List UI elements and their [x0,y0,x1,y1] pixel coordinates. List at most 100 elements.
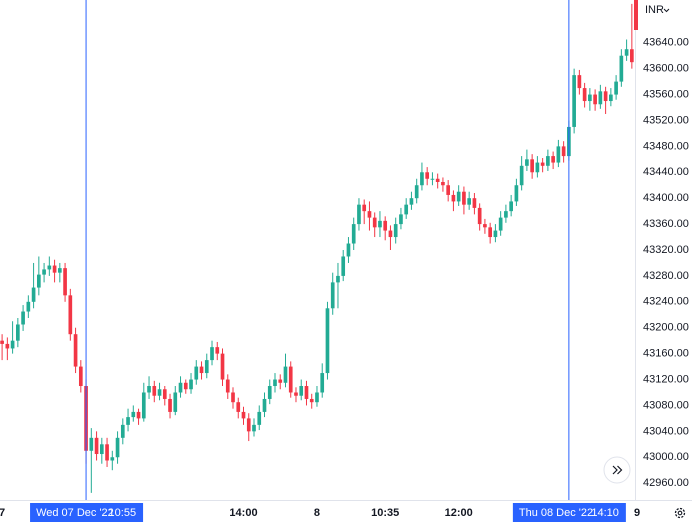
candle-body [315,392,319,403]
candle-body [372,217,377,228]
candle-body [231,392,235,403]
candle-body [246,418,251,432]
candle-body [147,386,151,393]
candle-body [68,295,73,335]
settings-button[interactable] [674,507,686,519]
candle-body [294,392,298,396]
candle-body [236,402,241,412]
candle-body [262,398,267,412]
candle-body [325,308,330,374]
candle-body [204,360,209,374]
candle-body [115,437,120,458]
candle-body [288,366,293,393]
candle-body [435,178,440,182]
dropdown-caret[interactable] [663,8,670,13]
gear-teeth[interactable] [674,507,686,519]
candle-body [414,185,419,199]
candle-body [514,185,519,202]
candle-body [446,185,451,195]
y-tick-label: 43000.00 [643,451,689,463]
plot-area [0,3,634,493]
candle-body [42,269,46,275]
x-tick-label: 12:00 [445,507,473,519]
candle-body [178,382,183,393]
y-tick-label: 43400.00 [643,192,689,204]
candle-body [220,353,225,380]
candle-body [425,172,430,179]
time-label-time: 10:55 [109,507,137,519]
candle-body [136,411,141,419]
time-label-date: Wed 07 Dec '22 [36,507,114,519]
y-tick-label: 42960.00 [643,477,689,489]
candle-body [357,204,361,225]
candle-body [572,75,576,127]
candle-body [330,282,335,309]
x-tick-label: 7 [0,507,5,519]
x-tick-label: 14:00 [229,507,257,519]
chevrons-icon[interactable] [612,465,623,475]
candle-body [336,275,340,283]
candle-body [320,373,325,393]
candle-body [441,181,445,186]
x-tick-label: 8 [314,507,320,519]
candle-body [609,94,613,102]
gear-hub[interactable] [677,510,683,516]
currency-selector[interactable]: INR [645,4,670,16]
candle-body [556,146,561,163]
candle-body [0,340,4,344]
y-tick-label: 43240.00 [643,296,689,308]
candle-body [472,198,477,208]
candle-body [588,94,592,102]
y-tick-label: 43520.00 [643,114,689,126]
y-tick-label: 43040.00 [643,425,689,437]
candle-body [162,389,167,399]
time-label-time: 14:10 [591,507,619,519]
candle-body [141,392,146,419]
candle-body [362,204,367,212]
candle-body [477,207,482,225]
candle-body [430,178,435,180]
candle-body [488,227,492,238]
candle-body [31,287,36,302]
candle-body [483,224,487,228]
candle-body [404,204,409,215]
y-tick-label: 43480.00 [643,140,689,152]
candle-body [273,379,277,387]
candle-body [577,75,582,89]
candle-body [493,230,498,238]
candle-body [409,198,414,205]
candle-body [189,379,193,390]
y-tick-label: 43360.00 [643,218,689,230]
currency-label[interactable]: INR [645,4,664,16]
candle-body [540,162,545,166]
candle-body [26,301,31,312]
candle-body [131,411,136,418]
candle-body [378,220,382,228]
candle-body [304,386,309,399]
y-tick-label: 43440.00 [643,166,689,178]
scroll-to-realtime-button[interactable] [603,456,631,484]
candle-body [367,211,372,218]
candle-body [126,417,130,425]
candle-body [504,211,508,218]
candle-body [105,444,109,461]
candle-body [535,162,540,173]
candle-body [351,224,356,244]
candle-body [451,194,456,202]
y-tick-label: 43280.00 [643,270,689,282]
candle-body [99,444,104,455]
candle-body [619,55,624,82]
candle-body [598,91,603,105]
y-tick-label: 43120.00 [643,373,689,385]
x-tick-label: 9 [634,507,640,519]
time-label-box [512,503,626,522]
last-price-tag [634,0,638,30]
candle-body [63,268,67,296]
y-tick-label: 43080.00 [643,399,689,411]
candle-body [530,159,534,173]
candle-body [173,392,178,412]
candle-body [10,340,15,349]
